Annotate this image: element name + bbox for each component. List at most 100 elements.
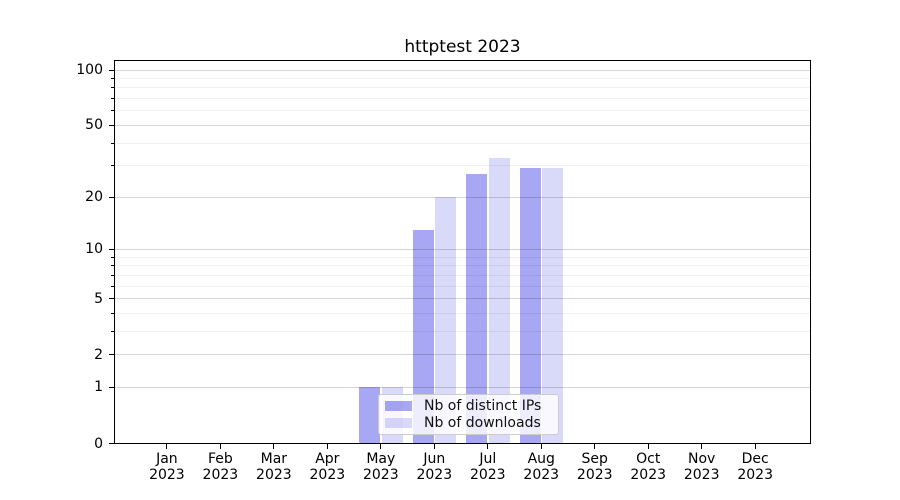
- y-gridline-minor: [115, 110, 810, 112]
- x-tick-label: May 2023: [349, 451, 413, 483]
- y-gridline-minor: [115, 98, 810, 100]
- y-tick-minor: [111, 110, 114, 112]
- x-tick-month: Jun: [423, 451, 446, 467]
- y-tick: [109, 196, 114, 198]
- x-tick-label: Jul 2023: [456, 451, 520, 483]
- y-tick-minor: [111, 165, 114, 167]
- x-tick: [326, 444, 328, 449]
- y-tick: [109, 386, 114, 388]
- x-tick-month: Jan: [156, 451, 178, 467]
- y-tick-label: 2: [94, 346, 103, 363]
- x-tick-year: 2023: [523, 466, 560, 483]
- y-tick-minor: [111, 330, 114, 332]
- y-gridline-minor: [115, 78, 810, 80]
- x-tick-year: 2023: [256, 466, 292, 483]
- x-tick: [647, 444, 649, 449]
- x-tick-year: 2023: [737, 466, 773, 483]
- y-tick: [109, 69, 114, 71]
- y-gridline: [115, 124, 810, 126]
- bar: [466, 173, 488, 444]
- y-tick-minor: [111, 312, 114, 314]
- bar: [359, 387, 381, 444]
- y-tick-minor: [111, 87, 114, 89]
- x-tick: [219, 444, 221, 449]
- y-tick-label: 100: [76, 62, 103, 79]
- y-tick-minor: [111, 78, 114, 80]
- y-tick-minor: [111, 265, 114, 267]
- y-tick-label: 5: [94, 290, 103, 307]
- x-tick-label: Oct 2023: [616, 451, 680, 483]
- x-tick-label: Dec 2023: [723, 451, 787, 483]
- bar: [488, 158, 510, 444]
- y-gridline-minor: [115, 256, 810, 258]
- bar: [435, 197, 457, 444]
- y-tick-label: 20: [85, 189, 103, 206]
- x-tick: [754, 444, 756, 449]
- x-tick-month: Oct: [636, 451, 661, 467]
- x-tick-year: 2023: [469, 466, 506, 483]
- y-gridline: [115, 298, 810, 300]
- y-gridline: [115, 196, 810, 198]
- x-tick-label: Nov 2023: [670, 451, 734, 483]
- y-tick: [109, 298, 114, 300]
- x-tick: [701, 444, 703, 449]
- y-gridline-minor: [115, 87, 810, 89]
- x-tick-year: 2023: [202, 466, 239, 483]
- x-tick-label: Aug 2023: [509, 451, 573, 483]
- legend-swatch: [385, 417, 412, 428]
- x-tick-label: Jun 2023: [402, 451, 466, 483]
- y-tick-minor: [111, 256, 114, 258]
- y-gridline: [115, 248, 810, 250]
- y-gridline-minor: [115, 142, 810, 144]
- y-tick: [109, 124, 114, 126]
- y-tick: [109, 443, 114, 444]
- y-tick-label: 50: [85, 117, 103, 134]
- x-tick-month: Feb: [207, 451, 233, 467]
- y-tick: [109, 248, 114, 250]
- x-tick-label: Jan 2023: [135, 451, 199, 483]
- x-tick-month: Aug: [527, 451, 555, 467]
- x-tick-month: May: [366, 451, 396, 467]
- x-tick: [487, 444, 489, 449]
- y-gridline: [115, 354, 810, 356]
- y-gridline-minor: [115, 165, 810, 167]
- x-tick: [166, 444, 168, 449]
- x-tick-label: Mar 2023: [242, 451, 306, 483]
- x-tick-year: 2023: [683, 466, 720, 483]
- y-gridline-minor: [115, 312, 810, 314]
- y-gridline-minor: [115, 285, 810, 287]
- plot-area: [114, 60, 811, 444]
- chart-title: httptest 2023: [404, 37, 521, 57]
- x-tick: [594, 444, 596, 449]
- legend-label: Nb of downloads: [424, 414, 541, 431]
- x-tick-month: Nov: [688, 451, 716, 467]
- legend-item: Nb of downloads: [385, 415, 552, 431]
- x-tick-month: Jul: [479, 451, 497, 467]
- x-tick-year: 2023: [309, 466, 346, 483]
- legend-item: Nb of distinct IPs: [385, 398, 552, 414]
- x-tick: [273, 444, 275, 449]
- x-tick-month: Sep: [581, 451, 608, 467]
- y-gridline-minor: [115, 274, 810, 276]
- x-tick: [380, 444, 382, 449]
- bar: [519, 168, 541, 444]
- legend-label: Nb of distinct IPs: [424, 398, 542, 415]
- y-gridline-minor: [115, 330, 810, 332]
- y-tick-minor: [111, 142, 114, 144]
- x-tick-year: 2023: [416, 466, 453, 483]
- x-tick-year: 2023: [630, 466, 667, 483]
- y-tick-label: 0: [94, 435, 103, 452]
- bar: [412, 229, 434, 444]
- y-tick-minor: [111, 98, 114, 100]
- x-tick-year: 2023: [149, 466, 185, 483]
- x-tick-month: Dec: [741, 451, 769, 467]
- x-tick-year: 2023: [576, 466, 613, 483]
- y-gridline-minor: [115, 265, 810, 267]
- y-tick-minor: [111, 285, 114, 287]
- x-tick-label: Sep 2023: [563, 451, 627, 483]
- y-gridline: [115, 386, 810, 388]
- legend: Nb of distinct IPs Nb of downloads: [378, 394, 559, 435]
- bar: [542, 168, 563, 444]
- x-tick: [433, 444, 435, 449]
